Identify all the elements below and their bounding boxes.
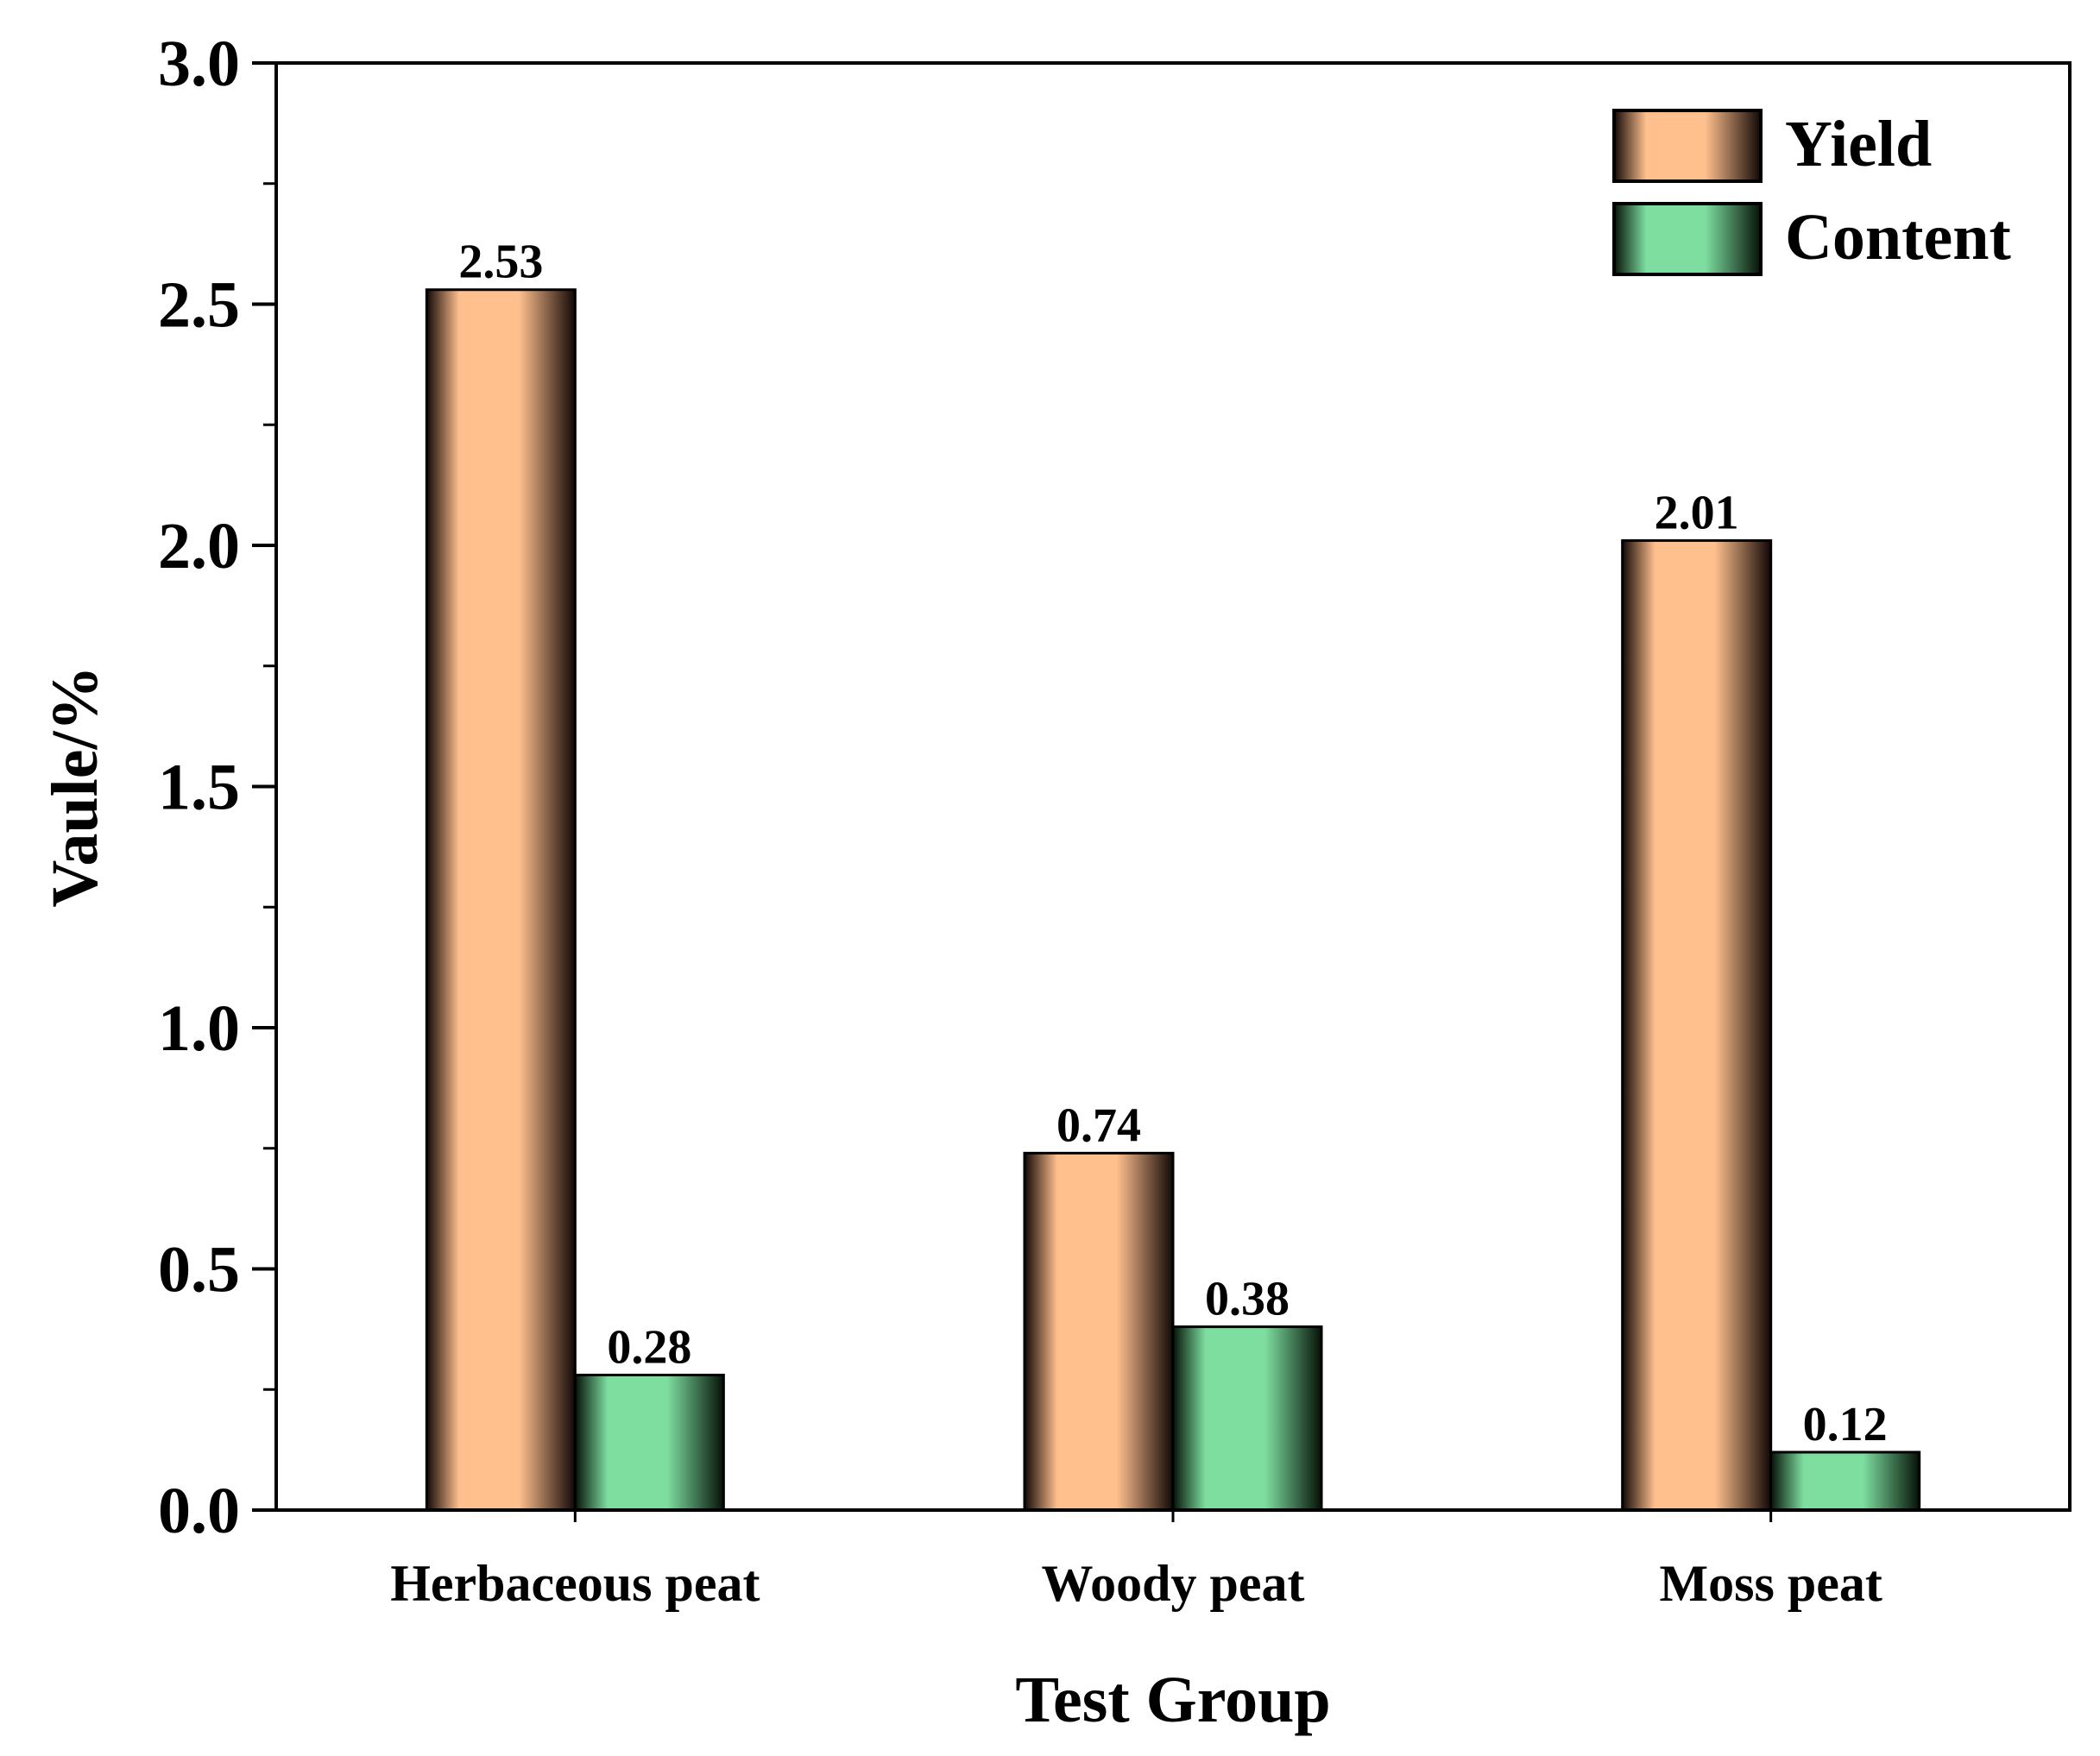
y-axis-title: Vaule/%: [39, 665, 111, 907]
bar-yield-3: [1621, 538, 1773, 1512]
data-label-yield-2: 0.74: [1056, 1098, 1141, 1152]
bar-yield-2: [1023, 1151, 1175, 1512]
axis-ticks: 0.0 0.5 1.0 1.5 2.0 2.5 3.0 Herbaceous peat Wood…: [158, 28, 1882, 1612]
data-label-content-3: 0.12: [1803, 1398, 1888, 1451]
y-tick-label: 1.5: [158, 752, 240, 824]
bar-content-3: [1769, 1451, 1921, 1512]
bar-yield-1: [425, 288, 577, 1512]
y-tick-label: 2.5: [158, 269, 240, 342]
y-tick-label: 0.5: [158, 1234, 240, 1306]
bars-layer: [425, 288, 1921, 1512]
y-tick-label: 3.0: [158, 28, 240, 100]
data-labels: 2.53 0.28 0.74 0.38 2.01 0.12: [458, 236, 1887, 1451]
plot-frame: [274, 61, 2072, 1512]
data-label-yield-1: 2.53: [458, 236, 543, 289]
legend-swatch-content: [1612, 202, 1763, 276]
x-tick-label: Herbaceous peat: [390, 1555, 760, 1612]
x-axis-title: Test Group: [1015, 1664, 1330, 1736]
data-label-yield-3: 2.01: [1655, 486, 1739, 539]
legend: Yield Content: [1612, 108, 2011, 276]
y-tick-label: 1.0: [158, 992, 240, 1065]
y-tick-label: 2.0: [158, 510, 240, 582]
data-label-content-1: 0.28: [607, 1320, 691, 1374]
bar-content-1: [573, 1373, 725, 1512]
y-tick-label: 0.0: [158, 1475, 240, 1547]
bar-content-2: [1171, 1325, 1323, 1512]
legend-label-yield: Yield: [1785, 108, 1932, 180]
legend-label-content: Content: [1785, 201, 2011, 274]
data-label-content-2: 0.38: [1205, 1273, 1290, 1326]
x-tick-label: Woody peat: [1041, 1555, 1304, 1612]
legend-swatch-yield: [1612, 109, 1763, 183]
x-tick-label: Moss peat: [1660, 1555, 1882, 1612]
